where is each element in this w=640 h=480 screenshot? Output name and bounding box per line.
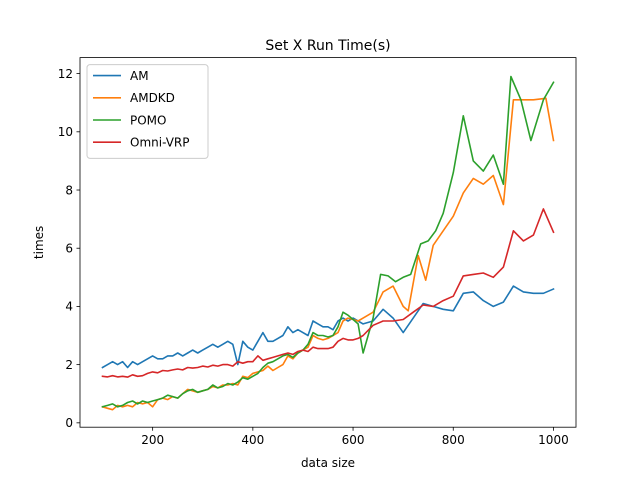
series-line-am: [101, 285, 555, 369]
y-tick-label: 6: [65, 242, 73, 256]
x-tick-label: 1000: [538, 433, 569, 447]
legend-box: [86, 64, 209, 159]
y-tick-label: 0: [65, 416, 73, 430]
y-tick-label: 2: [65, 358, 73, 372]
y-tick-label: 4: [65, 300, 73, 314]
series-layer: [101, 75, 555, 411]
y-tick-label: 12: [58, 67, 73, 81]
x-tick-label: 200: [141, 433, 164, 447]
x-tick-label: 800: [442, 433, 465, 447]
legend: AM AMDKD POMO Omni-VRP: [86, 64, 209, 159]
series-line-pomo: [101, 75, 555, 408]
legend-label: AM: [130, 69, 149, 83]
y-tick-label: 10: [58, 125, 73, 139]
legend-label: AMDKD: [130, 91, 175, 105]
legend-label: POMO: [130, 113, 166, 127]
x-axis-label: data size: [301, 456, 355, 470]
legend-label: Omni-VRP: [130, 136, 189, 150]
x-tick-label: 400: [241, 433, 264, 447]
chart-title: Set X Run Time(s): [265, 38, 390, 54]
y-tick-label: 8: [65, 183, 73, 197]
y-axis-label: times: [32, 226, 46, 259]
plot-frame: [79, 57, 577, 428]
ticks-layer: 200 400 600 800 1000 0 2 4 6 8 10 12: [58, 67, 569, 447]
series-line-omni-vrp: [101, 208, 555, 378]
x-tick-label: 600: [342, 433, 365, 447]
